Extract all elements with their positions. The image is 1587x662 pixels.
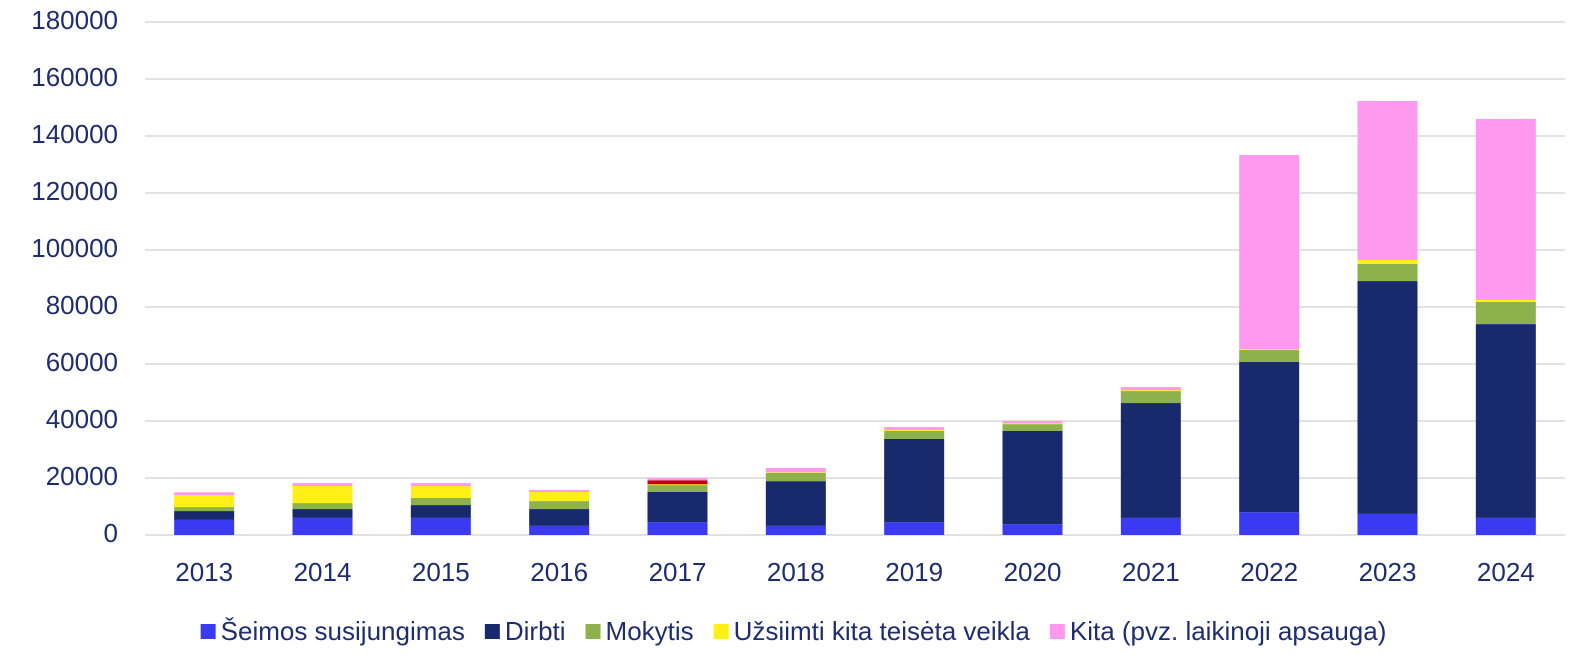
bar-segment: [174, 511, 235, 520]
bar-segment: [1002, 430, 1063, 525]
bar-segment: [765, 468, 826, 473]
bar-segment: [174, 495, 235, 508]
x-tick-label: 2021: [1122, 557, 1180, 587]
bar-segment: [765, 525, 826, 535]
bar-segment: [647, 491, 708, 523]
bar-segment: [529, 509, 590, 526]
y-tick-label: 20000: [46, 461, 118, 491]
x-tick-label: 2014: [294, 557, 352, 587]
bar-segment: [174, 507, 235, 512]
bar-segment: [529, 525, 590, 535]
bar-segment: [292, 503, 353, 510]
bar-segment: [410, 517, 471, 535]
bar-segment: [1357, 259, 1418, 264]
bar-segment: [1120, 517, 1181, 535]
y-tick-label: 120000: [31, 176, 118, 206]
y-tick-label: 0: [104, 518, 118, 548]
bar-segment: [410, 483, 471, 486]
y-tick-label: 80000: [46, 290, 118, 320]
y-tick-label: 40000: [46, 404, 118, 434]
bar-segment: [410, 485, 471, 498]
bar-segment: [647, 484, 708, 486]
bar-segment: [292, 509, 353, 518]
bar-segment: [765, 481, 826, 526]
y-tick-label: 160000: [31, 62, 118, 92]
bar-segment: [529, 501, 590, 510]
bar-segment: [1120, 391, 1181, 404]
bar-segment: [884, 426, 945, 431]
bar-segment: [884, 522, 945, 535]
legend-label: Šeimos susijungimas: [221, 616, 465, 646]
bar-segment: [1002, 524, 1063, 535]
bar-segment: [884, 430, 945, 431]
bar-segment: [1002, 423, 1063, 425]
x-tick-label: 2023: [1359, 557, 1417, 587]
legend-label: Kita (pvz. laikinoji apsauga): [1070, 616, 1387, 646]
legend-marker: [585, 624, 601, 639]
bar-segment: [1357, 513, 1418, 535]
bar-segment: [1475, 299, 1536, 302]
x-tick-label: 2015: [412, 557, 470, 587]
bar-segment: [1002, 421, 1063, 424]
legend-marker: [484, 624, 500, 639]
x-tick-label: 2018: [767, 557, 825, 587]
bar-segment: [1475, 517, 1536, 535]
bar-segment: [174, 519, 235, 535]
legend-label: Mokytis: [606, 616, 694, 646]
bar-segment: [1120, 403, 1181, 518]
bar-segment: [647, 478, 708, 481]
bar-segment: [410, 497, 471, 506]
bar-segment: [884, 438, 945, 523]
x-tick-label: 2024: [1477, 557, 1535, 587]
y-tick-label: 100000: [31, 233, 118, 263]
bar-segment: [1120, 390, 1181, 392]
bar-segment: [529, 489, 590, 492]
legend-marker: [200, 624, 216, 639]
bar-segment: [292, 485, 353, 504]
bar-segment: [1239, 512, 1300, 535]
bar-segment: [647, 522, 708, 535]
bar-segment: [1475, 118, 1536, 300]
x-tick-label: 2020: [1004, 557, 1062, 587]
x-tick-label: 2013: [175, 557, 233, 587]
bar-segment: [292, 517, 353, 535]
x-tick-label: 2017: [649, 557, 707, 587]
legend-marker: [1049, 624, 1065, 639]
legend-marker: [713, 624, 729, 639]
bar-segment: [765, 472, 826, 482]
bar-segment: [1475, 324, 1536, 518]
bar-segment: [647, 485, 708, 492]
legend-label: Užsiimti kita teisėta veikla: [734, 616, 1031, 646]
bar-segment: [1239, 155, 1300, 350]
bar-segment: [1239, 349, 1300, 351]
y-tick-label: 140000: [31, 119, 118, 149]
bar-segment: [292, 483, 353, 486]
bar-segment: [1120, 387, 1181, 391]
bar-segment: [1475, 301, 1536, 325]
legend-label: Dirbti: [505, 616, 566, 646]
bar-segment: [410, 505, 471, 518]
bar-segment: [1239, 362, 1300, 513]
bar-segment: [765, 472, 826, 473]
bar-segment: [1357, 281, 1418, 514]
bar-segment: [647, 480, 708, 485]
bar-segment: [1239, 350, 1300, 363]
bar-segment: [1357, 100, 1418, 260]
x-tick-label: 2016: [530, 557, 588, 587]
bar-segment: [884, 430, 945, 439]
y-tick-label: 180000: [31, 5, 118, 35]
bar-segment: [1002, 424, 1063, 431]
y-tick-label: 60000: [46, 347, 118, 377]
bar-segment: [529, 491, 590, 502]
bar-segment: [1357, 263, 1418, 282]
x-tick-label: 2022: [1240, 557, 1298, 587]
x-tick-label: 2019: [885, 557, 943, 587]
bar-segment: [174, 492, 235, 496]
